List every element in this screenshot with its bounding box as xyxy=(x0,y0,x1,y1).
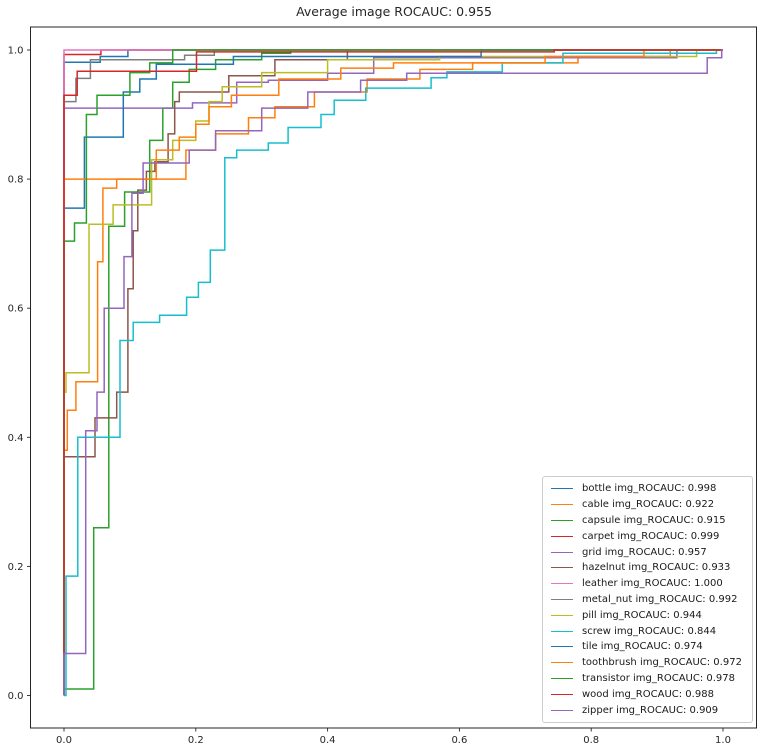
y-tick-label: 1.0 xyxy=(8,46,24,57)
legend-line-swatch xyxy=(551,519,573,521)
legend-line-swatch xyxy=(551,709,573,711)
y-tick-label: 0.0 xyxy=(8,691,24,702)
legend-item-carpet: carpet img_ROCAUC: 0.999 xyxy=(543,529,752,544)
legend-item-grid: grid img_ROCAUC: 0.957 xyxy=(543,545,752,560)
x-tick-label: 0.8 xyxy=(583,735,599,746)
legend-label: pill img_ROCAUC: 0.944 xyxy=(582,609,702,621)
legend-label: leather img_ROCAUC: 1.000 xyxy=(582,578,723,590)
axes-spines xyxy=(30,26,757,729)
legend-item-screw: screw img_ROCAUC: 0.844 xyxy=(543,624,752,639)
legend-item-wood: wood img_ROCAUC: 0.988 xyxy=(543,687,752,702)
legend-line-swatch xyxy=(551,646,573,648)
legend-line-swatch xyxy=(551,567,573,569)
legend-item-transistor: transistor img_ROCAUC: 0.978 xyxy=(543,671,752,686)
legend-label: hazelnut img_ROCAUC: 0.933 xyxy=(582,562,731,574)
legend-item-cable: cable img_ROCAUC: 0.922 xyxy=(543,497,752,512)
legend-label: cable img_ROCAUC: 0.922 xyxy=(582,499,715,511)
legend-item-toothbrush: toothbrush img_ROCAUC: 0.972 xyxy=(543,655,752,670)
roc-curve-transistor xyxy=(63,49,723,696)
legend-line-swatch xyxy=(551,551,573,553)
roc-curve-wood xyxy=(63,49,723,696)
legend-line-swatch xyxy=(551,504,573,506)
legend: bottle img_ROCAUC: 0.998 cable img_ROCAUC… xyxy=(542,476,753,723)
x-tick-label: 0.6 xyxy=(451,735,467,746)
roc-curve-grid xyxy=(63,49,723,696)
roc-curve-screw xyxy=(64,49,723,697)
x-tick-label: 1.0 xyxy=(715,735,731,746)
legend-item-hazelnut: hazelnut img_ROCAUC: 0.933 xyxy=(543,560,752,575)
legend-label: metal_nut img_ROCAUC: 0.992 xyxy=(582,593,738,605)
legend-label: grid img_ROCAUC: 0.957 xyxy=(582,546,707,558)
legend-line-swatch xyxy=(551,662,573,664)
legend-line-swatch xyxy=(551,677,573,679)
legend-item-tile: tile img_ROCAUC: 0.974 xyxy=(543,639,752,654)
legend-item-metal_nut: metal_nut img_ROCAUC: 0.992 xyxy=(543,592,752,607)
legend-label: screw img_ROCAUC: 0.844 xyxy=(582,625,717,637)
legend-label: zipper img_ROCAUC: 0.909 xyxy=(582,704,719,716)
roc-curve-zipper xyxy=(63,49,723,696)
legend-item-pill: pill img_ROCAUC: 0.944 xyxy=(543,608,752,623)
legend-label: capsule img_ROCAUC: 0.915 xyxy=(582,514,726,526)
y-tick-label: 0.6 xyxy=(8,304,24,315)
legend-label: toothbrush img_ROCAUC: 0.972 xyxy=(582,657,742,669)
roc-curve-cable xyxy=(63,49,723,696)
legend-line-swatch xyxy=(551,614,573,616)
legend-line-swatch xyxy=(551,488,573,490)
y-tick-label: 0.2 xyxy=(8,562,24,573)
y-tick-label: 0.4 xyxy=(8,433,24,444)
roc-curve-pill xyxy=(63,49,723,696)
legend-line-swatch xyxy=(551,583,573,585)
roc-curves xyxy=(63,49,723,697)
legend-item-leather: leather img_ROCAUC: 1.000 xyxy=(543,576,752,591)
roc-curve-tile xyxy=(63,49,723,696)
roc-curve-toothbrush xyxy=(63,49,723,696)
legend-item-bottle: bottle img_ROCAUC: 0.998 xyxy=(543,481,752,496)
legend-line-swatch xyxy=(551,693,573,695)
x-tick-label: 0.4 xyxy=(320,735,336,746)
chart-title: Average image ROCAUC: 0.955 xyxy=(296,4,492,19)
roc-curve-metal_nut xyxy=(63,49,723,696)
legend-label: tile img_ROCAUC: 0.974 xyxy=(582,641,703,653)
legend-item-capsule: capsule img_ROCAUC: 0.915 xyxy=(543,513,752,528)
legend-line-swatch xyxy=(551,630,573,632)
legend-line-swatch xyxy=(551,598,573,600)
legend-label: bottle img_ROCAUC: 0.998 xyxy=(582,483,717,495)
x-tick-label: 0.2 xyxy=(188,735,204,746)
legend-item-zipper: zipper img_ROCAUC: 0.909 xyxy=(543,703,752,718)
legend-label: carpet img_ROCAUC: 0.999 xyxy=(582,530,720,542)
legend-label: wood img_ROCAUC: 0.988 xyxy=(582,688,714,700)
legend-line-swatch xyxy=(551,535,573,537)
x-tick-label: 0.0 xyxy=(56,735,72,746)
roc-curve-hazelnut xyxy=(63,49,723,696)
legend-label: transistor img_ROCAUC: 0.978 xyxy=(582,672,736,684)
y-tick-label: 0.8 xyxy=(8,175,24,186)
